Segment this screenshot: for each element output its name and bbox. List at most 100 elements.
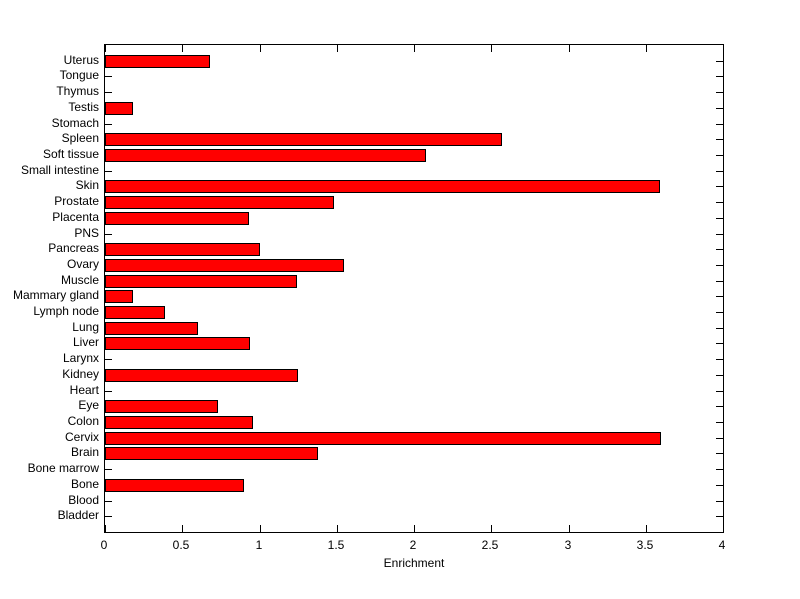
y-tick-right bbox=[716, 281, 723, 282]
y-tick-right bbox=[716, 359, 723, 360]
y-tick-right bbox=[716, 139, 723, 140]
bar-bone bbox=[105, 479, 244, 492]
x-tick-label: 3.5 bbox=[636, 538, 654, 552]
bar-kidney bbox=[105, 369, 298, 382]
category-label-blood: Blood bbox=[68, 493, 99, 507]
y-tick-right bbox=[716, 391, 723, 392]
bar-cervix bbox=[105, 432, 661, 445]
category-label-prostate: Prostate bbox=[54, 194, 99, 208]
x-tick-label: 4 bbox=[718, 538, 726, 552]
x-tick-bottom bbox=[414, 525, 415, 532]
bar-testis bbox=[105, 102, 133, 115]
y-tick-right bbox=[716, 61, 723, 62]
category-label-colon: Colon bbox=[67, 414, 99, 428]
category-label-larynx: Larynx bbox=[62, 351, 99, 365]
y-tick-right bbox=[716, 92, 723, 93]
y-tick-right bbox=[716, 438, 723, 439]
x-tick-label: 3 bbox=[564, 538, 572, 552]
category-label-muscle: Muscle bbox=[60, 273, 99, 287]
bar-prostate bbox=[105, 196, 334, 209]
y-tick-left bbox=[105, 501, 112, 502]
y-tick-right bbox=[716, 343, 723, 344]
x-tick-bottom bbox=[260, 525, 261, 532]
x-tick-top bbox=[105, 45, 106, 52]
x-tick-label: 1.5 bbox=[327, 538, 345, 552]
category-label-small-intestine: Small intestine bbox=[20, 163, 99, 177]
y-tick-right bbox=[716, 249, 723, 250]
category-label-skin: Skin bbox=[75, 178, 99, 192]
y-tick-left bbox=[105, 171, 112, 172]
y-tick-right bbox=[716, 485, 723, 486]
bar-ovary bbox=[105, 259, 344, 272]
bar-brain bbox=[105, 447, 318, 460]
bar-eye bbox=[105, 400, 218, 413]
x-tick-bottom bbox=[646, 525, 647, 532]
x-tick-label: 2.5 bbox=[481, 538, 499, 552]
x-tick-bottom bbox=[491, 525, 492, 532]
x-tick-label: 0.5 bbox=[172, 538, 190, 552]
category-label-stomach: Stomach bbox=[51, 116, 99, 130]
bar-muscle bbox=[105, 275, 297, 288]
x-tick-label: 1 bbox=[255, 538, 263, 552]
category-label-testis: Testis bbox=[68, 100, 99, 114]
bar-pancreas bbox=[105, 243, 260, 256]
category-label-pns: PNS bbox=[74, 226, 99, 240]
category-label-cervix: Cervix bbox=[64, 430, 99, 444]
category-label-spleen: Spleen bbox=[61, 131, 99, 145]
x-tick-top bbox=[646, 45, 647, 52]
y-tick-left bbox=[105, 76, 112, 77]
bar-lung bbox=[105, 322, 198, 335]
y-tick-right bbox=[716, 186, 723, 187]
y-tick-right bbox=[716, 501, 723, 502]
bar-colon bbox=[105, 416, 253, 429]
y-tick-right bbox=[716, 124, 723, 125]
y-tick-right bbox=[716, 328, 723, 329]
y-tick-right bbox=[716, 265, 723, 266]
category-label-mammary-gland: Mammary gland bbox=[12, 288, 99, 302]
y-tick-left bbox=[105, 359, 112, 360]
y-tick-right bbox=[716, 234, 723, 235]
x-tick-top bbox=[182, 45, 183, 52]
y-tick-left bbox=[105, 124, 112, 125]
y-tick-right bbox=[716, 108, 723, 109]
y-tick-right bbox=[716, 76, 723, 77]
category-label-lymph-node: Lymph node bbox=[33, 304, 99, 318]
y-tick-left bbox=[105, 516, 112, 517]
x-tick-top bbox=[260, 45, 261, 52]
bar-skin bbox=[105, 180, 660, 193]
category-label-uterus: Uterus bbox=[63, 53, 99, 67]
x-tick-top bbox=[491, 45, 492, 52]
y-tick-left bbox=[105, 469, 112, 470]
y-tick-right bbox=[716, 375, 723, 376]
category-label-bladder: Bladder bbox=[57, 508, 99, 522]
x-tick-top bbox=[414, 45, 415, 52]
y-tick-right bbox=[716, 171, 723, 172]
x-tick-bottom bbox=[105, 525, 106, 532]
category-label-brain: Brain bbox=[70, 445, 99, 459]
bar-lymph-node bbox=[105, 306, 165, 319]
bar-liver bbox=[105, 337, 250, 350]
y-tick-right bbox=[716, 296, 723, 297]
x-axis-title: Enrichment bbox=[383, 556, 445, 570]
y-tick-right bbox=[716, 516, 723, 517]
x-tick-bottom bbox=[182, 525, 183, 532]
x-tick-label: 0 bbox=[100, 538, 108, 552]
y-tick-right bbox=[716, 406, 723, 407]
y-tick-left bbox=[105, 92, 112, 93]
bar-uterus bbox=[105, 55, 210, 68]
bar-placenta bbox=[105, 212, 249, 225]
category-label-soft-tissue: Soft tissue bbox=[42, 147, 99, 161]
category-label-kidney: Kidney bbox=[62, 367, 99, 381]
y-tick-right bbox=[716, 202, 723, 203]
y-tick-left bbox=[105, 391, 112, 392]
y-tick-right bbox=[716, 312, 723, 313]
y-tick-right bbox=[716, 218, 723, 219]
category-label-lung: Lung bbox=[72, 320, 99, 334]
x-tick-label: 2 bbox=[409, 538, 417, 552]
category-label-pancreas: Pancreas bbox=[48, 241, 99, 255]
y-tick-right bbox=[716, 469, 723, 470]
category-label-ovary: Ovary bbox=[66, 257, 99, 271]
category-label-eye: Eye bbox=[78, 398, 99, 412]
x-tick-top bbox=[723, 45, 724, 52]
